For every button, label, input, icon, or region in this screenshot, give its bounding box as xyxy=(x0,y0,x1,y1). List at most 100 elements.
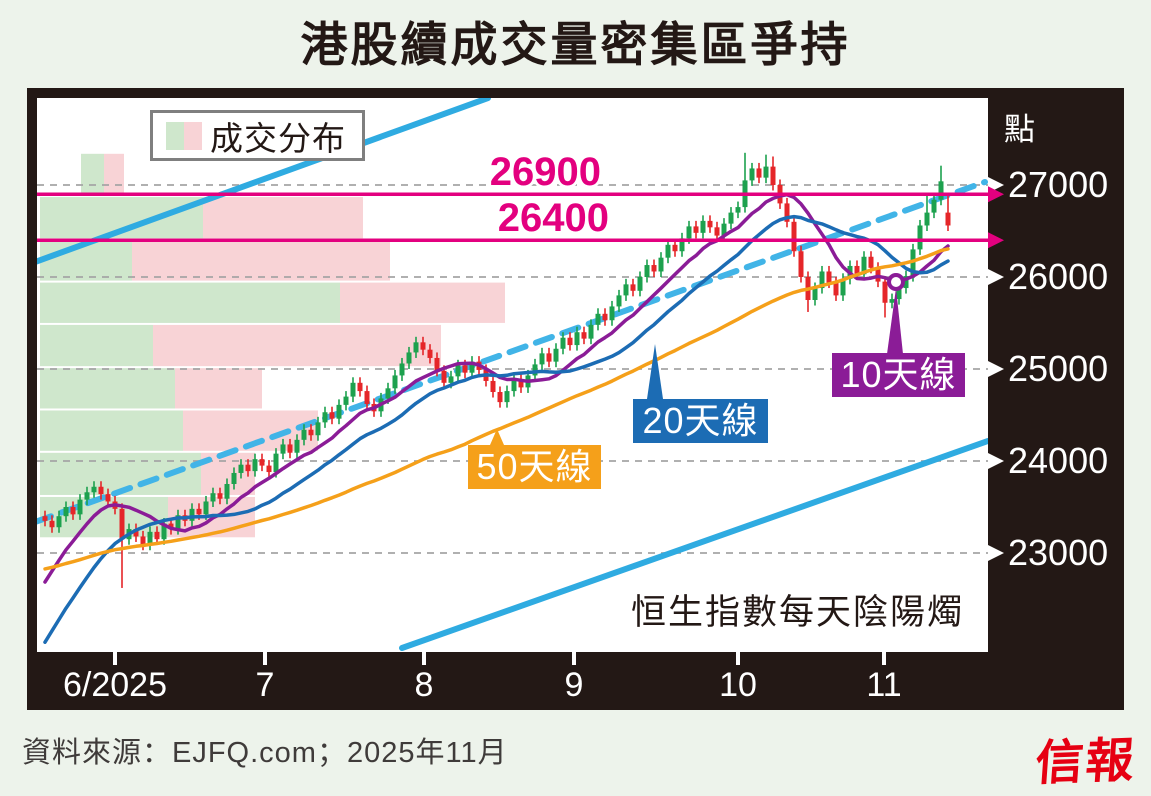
candle-down xyxy=(42,516,48,521)
candle-down xyxy=(357,382,363,392)
candle-up xyxy=(336,404,342,419)
source-line: 資料來源：EJFQ.com；2025年11月 xyxy=(22,737,508,769)
candle-up xyxy=(448,376,454,383)
page-title: 港股續成交量密集區爭持 xyxy=(300,18,851,71)
candle-down xyxy=(882,281,888,303)
candle-down xyxy=(833,282,839,296)
candle-down xyxy=(791,221,797,252)
x-axis-label-7: 7 xyxy=(255,666,275,704)
volume-band-down xyxy=(175,368,262,409)
candle-up xyxy=(658,257,664,272)
volume-band-down xyxy=(340,282,505,323)
candle-up xyxy=(413,342,419,353)
candle-down xyxy=(140,536,146,545)
candle-up xyxy=(665,244,671,258)
candle-up xyxy=(385,388,391,399)
candle-down xyxy=(364,391,370,404)
candle-down xyxy=(266,465,272,473)
candle-up xyxy=(553,348,559,362)
candle-up xyxy=(91,486,97,493)
candle-up xyxy=(623,284,629,296)
candle-up xyxy=(350,382,356,397)
candle-down xyxy=(70,507,76,515)
x-axis-label-6-2025: 6/2025 xyxy=(63,666,167,704)
y-axis-label-27000: 27000 xyxy=(1008,164,1109,205)
candle-down xyxy=(119,508,125,540)
candle-up xyxy=(595,313,601,325)
candle-down xyxy=(105,494,111,502)
ma-line-50 xyxy=(43,247,950,571)
candle-up xyxy=(203,501,209,515)
candle-down xyxy=(651,265,657,272)
candle-down xyxy=(602,313,608,321)
candle-down xyxy=(826,271,832,283)
candle-up xyxy=(749,168,755,181)
y-axis-label-26000: 26000 xyxy=(1008,256,1109,297)
candle-up xyxy=(812,288,818,300)
x-tick xyxy=(572,652,576,665)
candle-down xyxy=(714,227,720,236)
candle-down xyxy=(490,380,496,392)
candle-down xyxy=(854,265,860,275)
x-axis-label-11: 11 xyxy=(866,666,902,704)
candle-up xyxy=(728,212,734,224)
candle-up xyxy=(931,199,937,213)
candle-up xyxy=(399,363,405,376)
candle-down xyxy=(196,508,202,515)
candle-up xyxy=(889,299,895,303)
candle-up xyxy=(238,464,244,473)
level-label-26400: 26400 xyxy=(497,196,609,240)
candle-up xyxy=(147,531,153,545)
candle-up xyxy=(917,225,923,250)
ma-line-20 xyxy=(43,214,950,644)
candle-down xyxy=(945,212,951,226)
candle-down xyxy=(756,168,762,178)
candle-down xyxy=(546,353,552,362)
candle-up xyxy=(469,361,475,373)
level-arrow xyxy=(988,232,1004,249)
candle-down xyxy=(427,349,433,358)
candle-down xyxy=(98,486,104,495)
candle-up xyxy=(224,484,230,499)
y-tick-arrow xyxy=(988,361,1004,377)
candle-up xyxy=(315,422,321,436)
x-tick xyxy=(113,652,117,665)
candle-up xyxy=(679,238,685,252)
y-axis-label-23000: 23000 xyxy=(1008,532,1109,573)
ma50-label: 50天線 xyxy=(468,445,601,489)
volume-band-up xyxy=(40,324,153,367)
legend-down-swatch xyxy=(184,121,202,150)
candle-down xyxy=(707,220,713,228)
candle-up xyxy=(644,265,650,277)
x-tick xyxy=(882,652,886,665)
candle-up xyxy=(700,220,706,233)
candle-down xyxy=(259,459,265,466)
candle-down xyxy=(329,412,335,419)
ma10-label: 10天線 xyxy=(832,353,965,397)
y-axis-unit: 點 xyxy=(1004,112,1035,147)
candle-up xyxy=(392,375,398,389)
volume-band-down xyxy=(153,324,441,367)
candle-up xyxy=(686,226,692,239)
volume-band-up xyxy=(40,240,132,281)
candle-up xyxy=(455,365,461,377)
candle-down xyxy=(217,493,223,499)
candle-down xyxy=(770,166,776,185)
ma20-label: 20天線 xyxy=(633,399,768,443)
candle-up xyxy=(504,391,510,403)
chart-frame: 成交分布 26900 26400 50天線 20天線 10天線 恒生指數每天陰陽… xyxy=(27,88,1124,710)
candle-down xyxy=(497,392,503,403)
candle-down xyxy=(784,203,790,222)
candle-up xyxy=(924,212,930,226)
candle-up xyxy=(252,459,258,472)
candle-up xyxy=(77,499,83,515)
level-label-26900: 26900 xyxy=(489,150,601,194)
ma50-pointer xyxy=(490,429,504,445)
candle-down xyxy=(154,531,160,540)
y-tick-arrow xyxy=(988,453,1004,469)
candle-down xyxy=(567,337,573,346)
x-tick xyxy=(263,652,267,665)
candle-down xyxy=(630,284,636,291)
candle-up xyxy=(511,380,517,392)
candle-up xyxy=(840,278,846,296)
